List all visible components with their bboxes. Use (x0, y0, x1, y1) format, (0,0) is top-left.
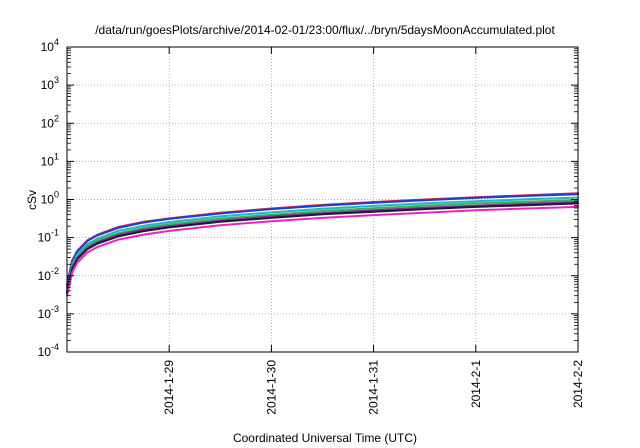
series-line-3 (66, 196, 579, 289)
x-axis-label: Coordinated Universal Time (UTC) (233, 431, 417, 445)
y-axis-ticks: 10-4 10-3 10-2 10-1 100 101 102 103 104 (38, 37, 578, 359)
y-tick-label: 100 (41, 190, 59, 207)
series-line-5 (66, 201, 579, 293)
series-line-2 (66, 193, 579, 287)
series-line-6 (66, 202, 579, 295)
y-tick-label: 103 (41, 75, 59, 92)
x-tick-label: 2014-1-29 (162, 360, 176, 415)
y-tick-label: 10-2 (38, 266, 59, 283)
y-axis-label: cSv (25, 190, 39, 210)
y-tick-label: 101 (41, 151, 59, 168)
grid (67, 47, 578, 352)
series-line-4 (66, 199, 579, 292)
series-line-7 (66, 205, 579, 297)
y-tick-label: 10-1 (38, 228, 59, 245)
y-tick-label: 102 (41, 113, 59, 130)
x-tick-label: 2014-1-31 (367, 360, 381, 415)
x-tick-label: 2014-2-2 (571, 360, 585, 408)
y-tick-label: 104 (41, 37, 59, 54)
y-tick-label: 10-4 (38, 342, 59, 359)
x-tick-label: 2014-2-1 (469, 360, 483, 408)
y-tick-label: 10-3 (38, 304, 59, 321)
chart-title: /data/run/goesPlots/archive/2014-02-01/2… (95, 23, 555, 37)
x-tick-label: 2014-1-30 (264, 360, 278, 415)
series-group (66, 192, 579, 297)
x-axis-ticks: 2014-1-29 2014-1-30 2014-1-31 2014-2-1 2014-… (162, 47, 585, 415)
